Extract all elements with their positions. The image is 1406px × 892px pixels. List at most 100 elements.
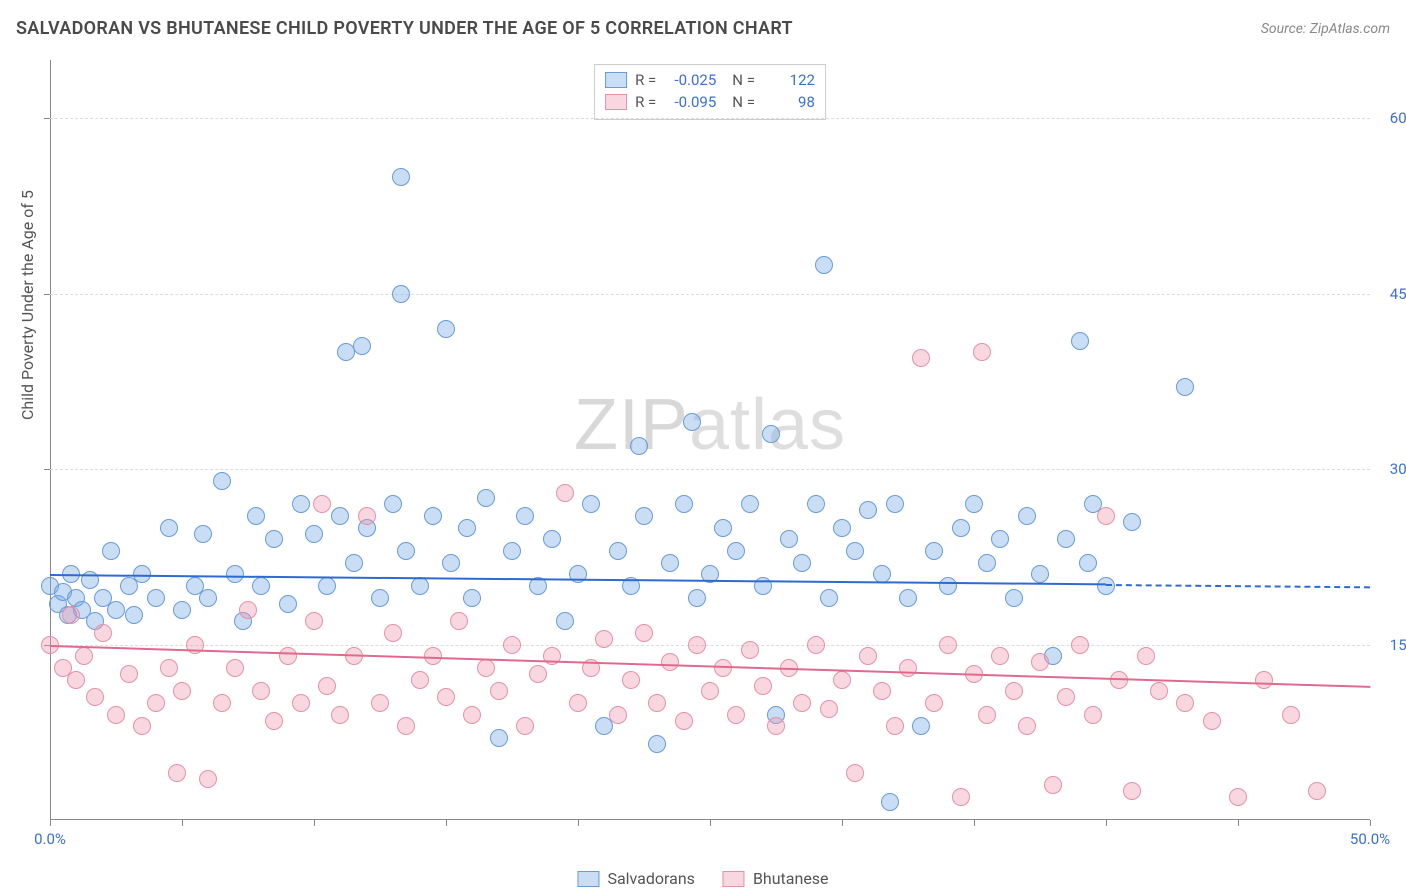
- data-point: [1150, 682, 1168, 700]
- data-point: [160, 659, 178, 677]
- data-point: [252, 682, 270, 700]
- data-point: [767, 706, 785, 724]
- data-point: [661, 653, 679, 671]
- data-point: [978, 706, 996, 724]
- data-point: [859, 647, 877, 665]
- data-point: [1123, 782, 1141, 800]
- data-point: [73, 601, 91, 619]
- legend-label-2: Bhutanese: [753, 869, 829, 888]
- data-point: [899, 659, 917, 677]
- data-point: [727, 706, 745, 724]
- data-point: [965, 495, 983, 513]
- chart-title: SALVADORAN VS BHUTANESE CHILD POVERTY UN…: [16, 18, 793, 39]
- data-point: [1176, 378, 1194, 396]
- data-point: [279, 647, 297, 665]
- data-point: [239, 601, 257, 619]
- data-point: [543, 530, 561, 548]
- data-point: [622, 671, 640, 689]
- data-point: [173, 682, 191, 700]
- data-point: [54, 583, 72, 601]
- watermark: ZIPatlas: [574, 384, 846, 466]
- data-point: [688, 589, 706, 607]
- x-tick: [842, 820, 843, 826]
- y-tick-label: 15.0%: [1375, 636, 1406, 654]
- data-point: [331, 706, 349, 724]
- data-point: [384, 624, 402, 642]
- correlation-row-1: R = -0.025 N = 122: [605, 69, 815, 91]
- data-point: [1308, 782, 1326, 800]
- data-point: [609, 706, 627, 724]
- data-point: [912, 717, 930, 735]
- data-point: [450, 612, 468, 630]
- data-point: [582, 495, 600, 513]
- series-legend: Salvadorans Bhutanese: [577, 869, 828, 888]
- y-tick-label: 45.0%: [1375, 285, 1406, 303]
- data-point: [881, 793, 899, 811]
- data-point: [648, 694, 666, 712]
- data-point: [120, 577, 138, 595]
- data-point: [661, 554, 679, 572]
- data-point: [411, 671, 429, 689]
- data-point: [1005, 682, 1023, 700]
- data-point: [437, 320, 455, 338]
- data-point: [833, 519, 851, 537]
- data-point: [1097, 507, 1115, 525]
- gridline: [50, 469, 1370, 470]
- data-point: [86, 612, 104, 630]
- data-point: [384, 495, 402, 513]
- data-point: [630, 437, 648, 455]
- data-point: [820, 589, 838, 607]
- data-point: [490, 682, 508, 700]
- data-point: [147, 694, 165, 712]
- data-point: [780, 530, 798, 548]
- data-point: [305, 525, 323, 543]
- data-point: [1229, 788, 1247, 806]
- data-point: [701, 682, 719, 700]
- legend-label-1: Salvadorans: [607, 869, 694, 888]
- data-point: [213, 694, 231, 712]
- data-point: [648, 735, 666, 753]
- trend-line: [50, 645, 1370, 688]
- data-point: [318, 677, 336, 695]
- x-tick: [1238, 820, 1239, 826]
- data-point: [265, 530, 283, 548]
- data-point: [1203, 712, 1221, 730]
- data-point: [793, 554, 811, 572]
- legend-item-2: Bhutanese: [723, 869, 829, 888]
- data-point: [292, 495, 310, 513]
- data-point: [49, 595, 67, 613]
- x-tick: [1106, 820, 1107, 826]
- data-point: [683, 413, 701, 431]
- data-point: [292, 694, 310, 712]
- x-tick: [182, 820, 183, 826]
- x-tick-label: 50.0%: [1350, 830, 1390, 848]
- data-point: [952, 519, 970, 537]
- data-point: [424, 507, 442, 525]
- data-point: [186, 577, 204, 595]
- data-point: [247, 507, 265, 525]
- data-point: [411, 577, 429, 595]
- data-point: [371, 694, 389, 712]
- data-point: [556, 484, 574, 502]
- data-point: [463, 706, 481, 724]
- x-tick: [974, 820, 975, 826]
- data-point: [397, 717, 415, 735]
- data-point: [279, 595, 297, 613]
- data-point: [556, 612, 574, 630]
- data-point: [397, 542, 415, 560]
- data-point: [675, 495, 693, 513]
- data-point: [67, 589, 85, 607]
- data-point: [458, 519, 476, 537]
- data-point: [1079, 554, 1097, 572]
- data-point: [199, 589, 217, 607]
- data-point: [120, 665, 138, 683]
- n-value-2: 98: [763, 91, 815, 113]
- data-point: [899, 589, 917, 607]
- data-point: [516, 717, 534, 735]
- data-point: [463, 589, 481, 607]
- data-point: [886, 495, 904, 513]
- gridline: [50, 645, 1370, 646]
- y-tick: [44, 118, 50, 119]
- data-point: [107, 601, 125, 619]
- data-point: [939, 577, 957, 595]
